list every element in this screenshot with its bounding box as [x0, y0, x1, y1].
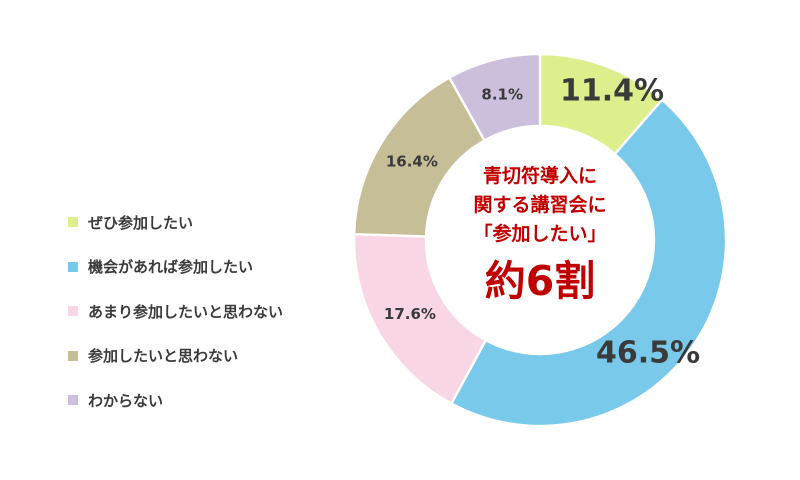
- center-line-3: 「参加したい」: [473, 223, 607, 245]
- center-line-2: 関する講習会に: [473, 194, 607, 216]
- legend-label-1: 機会があれば参加したい: [88, 258, 254, 277]
- slice-label-1: 46.5%: [596, 336, 700, 371]
- legend-item-3: 参加したいと思わない: [68, 334, 283, 379]
- legend-label-0: ぜひ参加したい: [88, 213, 194, 232]
- legend-swatch-0: [68, 217, 78, 228]
- slice-label-4: 8.1%: [481, 85, 523, 103]
- slice-labels: 11.4% 46.5% 17.6% 16.4% 8.1%: [384, 74, 700, 371]
- slice-4: [447, 52, 542, 143]
- legend-swatch-1: [68, 261, 78, 272]
- center-line-1: 青切符導入に: [482, 165, 597, 187]
- donut-slices: [352, 52, 728, 428]
- legend-label-4: わからない: [88, 391, 164, 410]
- legend-swatch-3: [68, 350, 78, 361]
- legend-item-4: わからない: [68, 378, 283, 423]
- center-highlight: 約6割: [484, 257, 596, 305]
- slice-label-0: 11.4%: [560, 74, 664, 109]
- legend-swatch-4: [68, 395, 78, 406]
- legend-item-0: ぜひ参加したい: [68, 200, 283, 245]
- slice-label-3: 16.4%: [386, 153, 438, 171]
- legend-label-3: 参加したいと思わない: [88, 347, 239, 366]
- slice-label-2: 17.6%: [384, 305, 436, 323]
- legend-item-1: 機会があれば参加したい: [68, 245, 283, 290]
- legend-swatch-2: [68, 306, 78, 317]
- legend-label-2: あまり参加したいと思わない: [88, 302, 284, 321]
- center-annotation: 青切符導入に 関する講習会に 「参加したい」 約6割: [440, 162, 640, 309]
- legend-item-2: あまり参加したいと思わない: [68, 289, 283, 334]
- legend: ぜひ参加したい 機会があれば参加したい あまり参加したいと思わない 参加したいと…: [68, 200, 283, 423]
- slice-1: [449, 98, 728, 428]
